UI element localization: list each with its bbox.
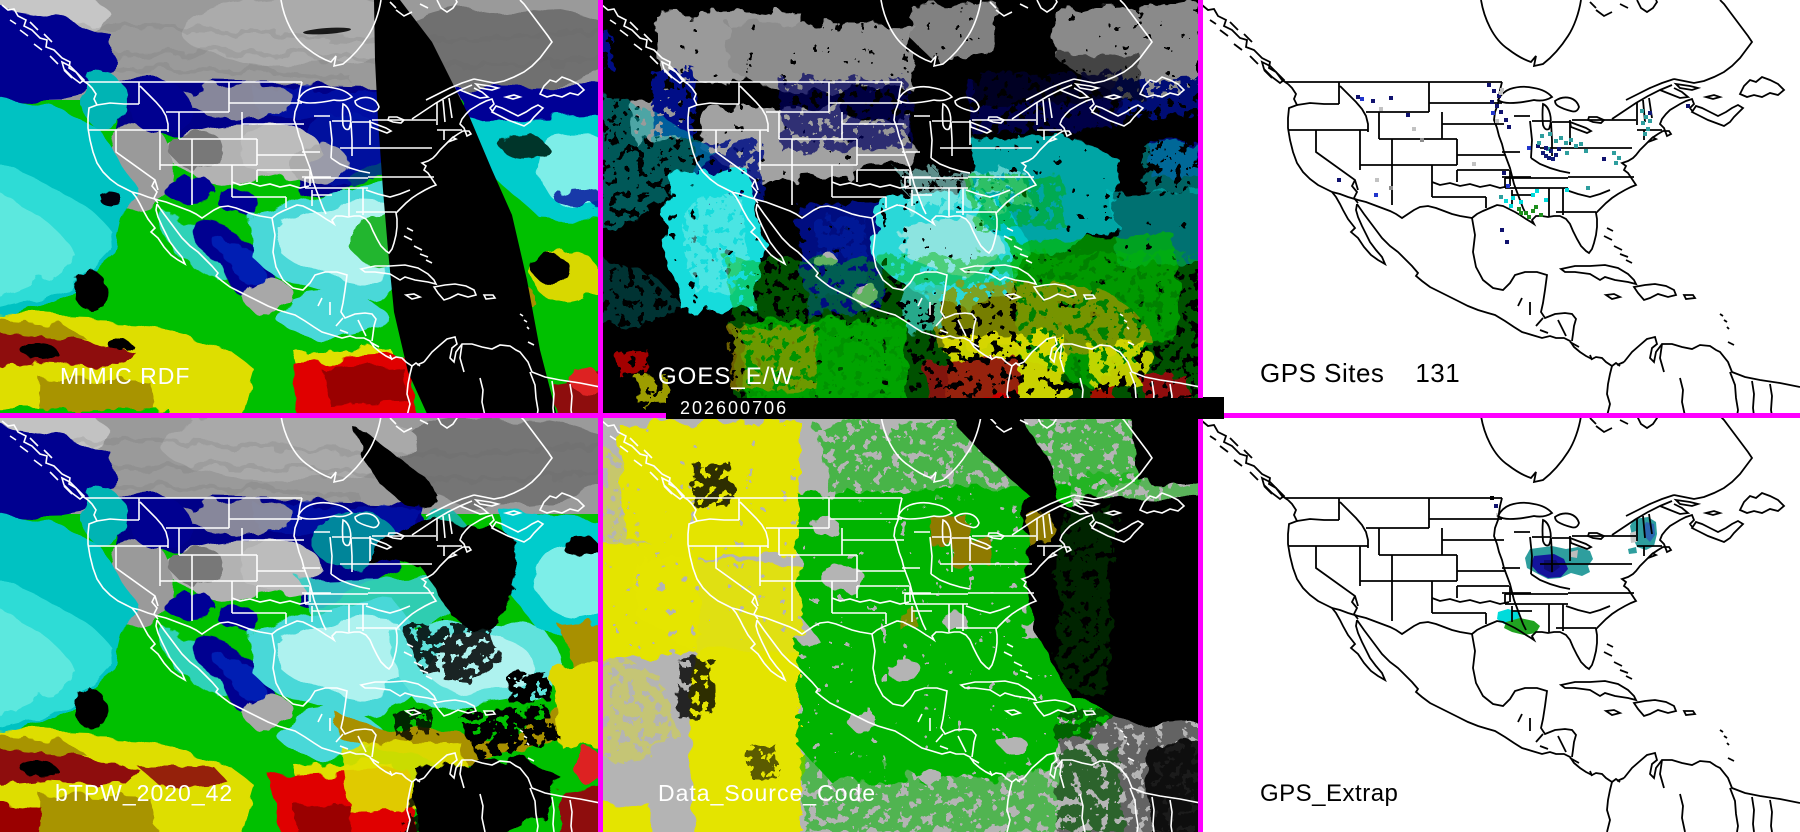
svg-text:GPS_Extrap: GPS_Extrap [1260, 780, 1398, 807]
svg-text:Data_Source_Code: Data_Source_Code [658, 780, 876, 806]
svg-text:bTPW_2020_42: bTPW_2020_42 [55, 780, 233, 806]
svg-text:GOES_E/W: GOES_E/W [658, 363, 794, 390]
svg-text:GPS Sites 131: GPS Sites 131 [1260, 358, 1460, 388]
svg-text:MIMIC RDF: MIMIC RDF [60, 363, 190, 389]
